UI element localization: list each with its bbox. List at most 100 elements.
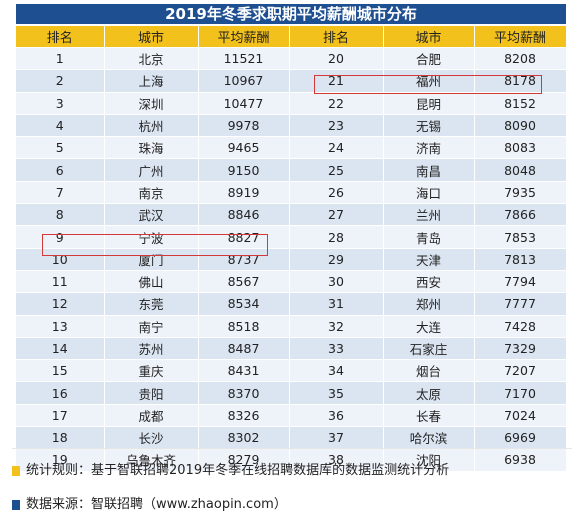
cell-city-right: 太原 [383,381,475,405]
cell-city-right: 海口 [383,180,475,204]
cell-rank-left: 4 [16,113,105,137]
cell-rank-right: 21 [289,69,384,93]
cell-city-right: 郑州 [383,292,475,316]
cell-salary-left: 8737 [198,247,290,271]
cell-salary-right: 8152 [474,91,567,115]
cell-salary-right: 8208 [474,46,567,70]
cell-rank-right: 35 [289,381,384,405]
cell-salary-right: 8090 [474,113,567,137]
cell-salary-right: 8083 [474,136,567,159]
table-row: 6 广州 9150 25 南昌 8048 [16,158,567,182]
table-body: 1 北京 11521 20 合肥 8208 2 上海 10967 21 福州 8178 3 深圳 10477… [16,46,567,471]
table-row: 17 成都 8326 36 长春 7024 [16,403,567,427]
cell-city-left: 重庆 [104,359,199,382]
header-rank-right: 排名 [289,26,384,48]
cell-rank-right: 25 [289,158,384,182]
cell-rank-right: 29 [289,247,384,271]
cell-city-right: 长春 [383,403,475,427]
cell-rank-right: 20 [289,46,384,70]
cell-salary-left: 8487 [198,336,290,360]
cell-city-left: 成都 [104,403,199,427]
notes-section: 统计规则：基于智联招聘2019年冬季在线招聘数据库的数据监测统计分析 数据来源：… [12,460,572,528]
cell-salary-right: 7853 [474,225,567,249]
cell-rank-right: 26 [289,180,384,204]
cell-salary-right: 7935 [474,180,567,204]
cell-city-right: 昆明 [383,91,475,115]
cell-salary-left: 10477 [198,91,290,115]
cell-city-right: 福州 [383,69,475,93]
cell-salary-left: 10967 [198,69,290,93]
cell-city-left: 贵阳 [104,381,199,405]
cell-salary-right: 6938 [474,448,567,471]
cell-rank-left: 17 [16,403,105,427]
cell-rank-left: 10 [16,247,105,271]
cell-city-left: 珠海 [104,136,199,159]
cell-city-left: 长沙 [104,426,199,449]
table-row: 18 长沙 8302 37 哈尔滨 6969 [16,426,567,449]
cell-salary-left: 8326 [198,403,290,427]
note-rule: 统计规则：基于智联招聘2019年冬季在线招聘数据库的数据监测统计分析 [12,460,572,482]
table-row: 9 宁波 8827 28 青岛 7853 [16,225,567,249]
cell-salary-right: 7794 [474,269,567,293]
cell-city-left: 厦门 [104,247,199,271]
cell-rank-right: 33 [289,336,384,360]
cell-rank-right: 30 [289,269,384,293]
table-row: 2 上海 10967 21 福州 8178 [16,69,567,93]
blue-square-icon [12,500,20,510]
table-row: 13 南宁 8518 32 大连 7428 [16,314,567,338]
cell-city-right: 哈尔滨 [383,426,475,449]
table-row: 12 东莞 8534 31 郑州 7777 [16,292,567,316]
cell-city-left: 南宁 [104,314,199,338]
table-row: 15 重庆 8431 34 烟台 7207 [16,359,567,382]
divider [12,448,572,449]
cell-city-left: 佛山 [104,269,199,293]
cell-salary-left: 8431 [198,359,290,382]
cell-rank-left: 12 [16,292,105,316]
table-row: 16 贵阳 8370 35 太原 7170 [16,381,567,405]
cell-salary-right: 7207 [474,359,567,382]
cell-city-right: 南昌 [383,158,475,182]
cell-city-right: 合肥 [383,46,475,70]
table-row: 7 南京 8919 26 海口 7935 [16,180,567,204]
cell-rank-right: 22 [289,91,384,115]
header-row: 排名 城市 平均薪酬 排名 城市 平均薪酬 [16,26,567,48]
cell-rank-left: 9 [16,225,105,249]
cell-rank-right: 24 [289,136,384,159]
cell-city-right: 天津 [383,247,475,271]
cell-salary-right: 7777 [474,292,567,316]
cell-salary-left: 9465 [198,136,290,159]
cell-salary-right: 7428 [474,314,567,338]
table-row: 3 深圳 10477 22 昆明 8152 [16,91,567,115]
cell-city-right: 西安 [383,269,475,293]
cell-rank-left: 3 [16,91,105,115]
cell-city-right: 石家庄 [383,336,475,360]
cell-salary-right: 8178 [474,69,567,93]
cell-rank-left: 8 [16,203,105,226]
note-rule-text: 统计规则：基于智联招聘2019年冬季在线招聘数据库的数据监测统计分析 [26,463,450,478]
cell-rank-right: 27 [289,203,384,226]
cell-salary-left: 8827 [198,225,290,249]
cell-salary-right: 7024 [474,403,567,427]
cell-city-right: 烟台 [383,359,475,382]
cell-salary-left: 8534 [198,292,290,316]
cell-rank-left: 11 [16,269,105,293]
header-salary-left: 平均薪酬 [198,26,290,48]
cell-city-left: 南京 [104,180,199,204]
table-row: 19 乌鲁木齐 8279 38 沈阳 6938 [16,448,567,471]
cell-salary-left: 9150 [198,158,290,182]
cell-city-left: 杭州 [104,113,199,137]
cell-rank-left: 15 [16,359,105,382]
cell-city-right: 青岛 [383,225,475,249]
cell-salary-left: 9978 [198,113,290,137]
cell-rank-left: 6 [16,158,105,182]
cell-city-right: 兰州 [383,203,475,226]
table-row: 14 苏州 8487 33 石家庄 7329 [16,336,567,360]
cell-salary-right: 7170 [474,381,567,405]
cell-rank-left: 7 [16,180,105,204]
cell-salary-left: 8370 [198,381,290,405]
note-source-text: 数据来源：智联招聘（www.zhaopin.com） [26,497,287,512]
cell-rank-left: 18 [16,426,105,449]
cell-rank-right: 38 [289,448,384,471]
cell-rank-left: 13 [16,314,105,338]
cell-salary-left: 8518 [198,314,290,338]
